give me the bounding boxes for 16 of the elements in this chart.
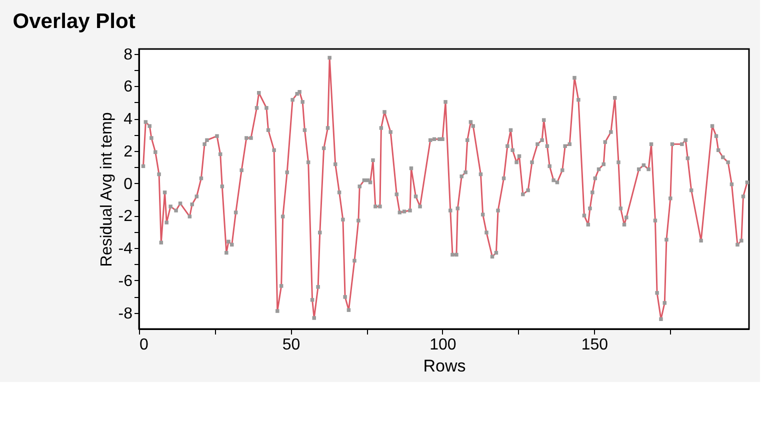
y-axis-title: Residual Avg int temp	[98, 112, 116, 267]
y-tick-label: 0	[124, 176, 133, 193]
y-tick-label: -8	[118, 305, 133, 322]
y-tick-label: -6	[118, 272, 133, 290]
x-tick-label: 150	[581, 336, 608, 354]
x-tick-label: 100	[430, 336, 456, 354]
y-tick-label: -4	[118, 240, 133, 258]
y-tick-label: 4	[124, 111, 133, 128]
x-tick-label: 0	[140, 336, 148, 354]
y-tick-label: 8	[124, 46, 133, 64]
y-tick-label: 6	[124, 78, 133, 96]
x-tick-label: 50	[282, 336, 300, 354]
y-tick-label: 2	[124, 143, 133, 160]
x-axis-title: Rows	[423, 356, 466, 376]
chart-title: Overlay Plot	[12, 10, 136, 33]
y-tick-label: -2	[118, 208, 133, 226]
